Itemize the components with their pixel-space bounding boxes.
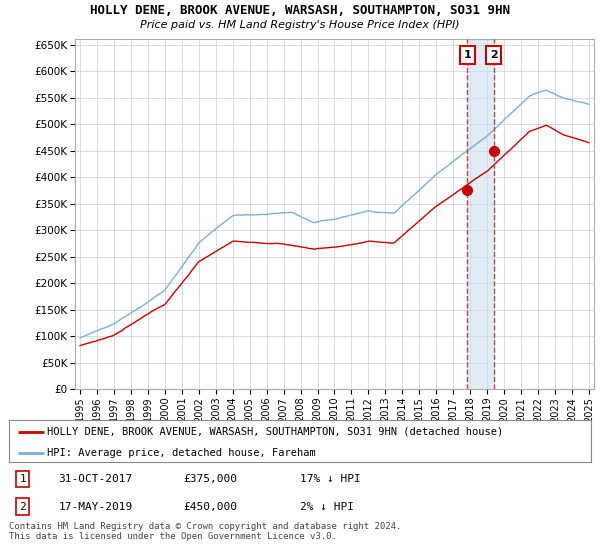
Text: 17% ↓ HPI: 17% ↓ HPI	[300, 474, 361, 484]
Text: HOLLY DENE, BROOK AVENUE, WARSASH, SOUTHAMPTON, SO31 9HN: HOLLY DENE, BROOK AVENUE, WARSASH, SOUTH…	[90, 4, 510, 17]
Text: 31-OCT-2017: 31-OCT-2017	[58, 474, 133, 484]
Text: Price paid vs. HM Land Registry's House Price Index (HPI): Price paid vs. HM Land Registry's House …	[140, 20, 460, 30]
Text: 2% ↓ HPI: 2% ↓ HPI	[300, 502, 354, 511]
Text: 1: 1	[463, 50, 471, 60]
Text: HOLLY DENE, BROOK AVENUE, WARSASH, SOUTHAMPTON, SO31 9HN (detached house): HOLLY DENE, BROOK AVENUE, WARSASH, SOUTH…	[47, 427, 503, 437]
Text: 2: 2	[490, 50, 497, 60]
Bar	[467, 39, 494, 389]
Text: £375,000: £375,000	[184, 474, 238, 484]
Text: 17-MAY-2019: 17-MAY-2019	[58, 502, 133, 511]
Text: 1: 1	[19, 474, 26, 484]
Text: £450,000: £450,000	[184, 502, 238, 511]
Text: HPI: Average price, detached house, Fareham: HPI: Average price, detached house, Fare…	[47, 448, 316, 458]
Text: 2: 2	[19, 502, 26, 511]
Text: Contains HM Land Registry data © Crown copyright and database right 2024.
This d: Contains HM Land Registry data © Crown c…	[9, 522, 401, 542]
